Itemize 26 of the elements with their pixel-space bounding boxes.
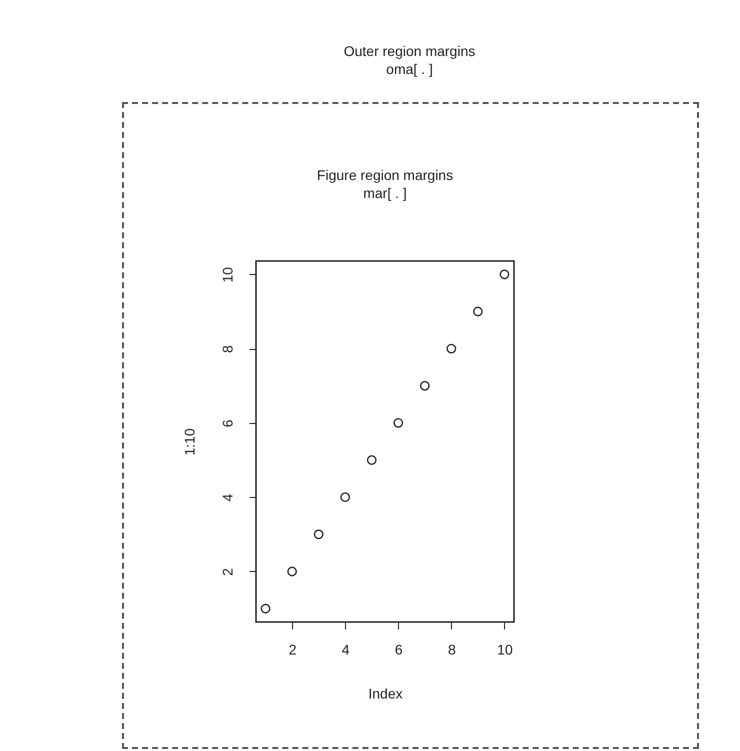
x-tick-label: 4 <box>342 642 350 658</box>
y-tick-label: 4 <box>220 494 236 502</box>
point <box>314 530 324 540</box>
text: mar[ . ] <box>363 185 407 201</box>
x-axis-title: Index <box>368 686 403 702</box>
point <box>446 344 456 354</box>
point <box>500 270 510 280</box>
x-tick-label: 10 <box>497 642 513 658</box>
point <box>260 604 270 614</box>
point <box>393 418 404 428</box>
point <box>287 566 297 576</box>
y-tick-label: 8 <box>220 345 236 354</box>
y-axis-title: 1:10 <box>182 428 198 456</box>
chart-subtitle: oma[ . ] <box>385 60 434 78</box>
chart-title: Outer region margins <box>342 42 476 60</box>
x-tick-label: 6 <box>394 642 403 658</box>
y-tick-label: 6 <box>220 419 236 428</box>
x-tick-label: 2 <box>288 642 297 658</box>
point <box>366 455 377 465</box>
point <box>473 306 483 316</box>
y-tick-label: 10 <box>220 266 236 283</box>
point <box>340 492 350 502</box>
x-tick-label: 8 <box>448 642 456 658</box>
y-tick-label: 2 <box>220 568 236 576</box>
point <box>420 380 430 391</box>
text: Figure region margins <box>316 167 454 183</box>
